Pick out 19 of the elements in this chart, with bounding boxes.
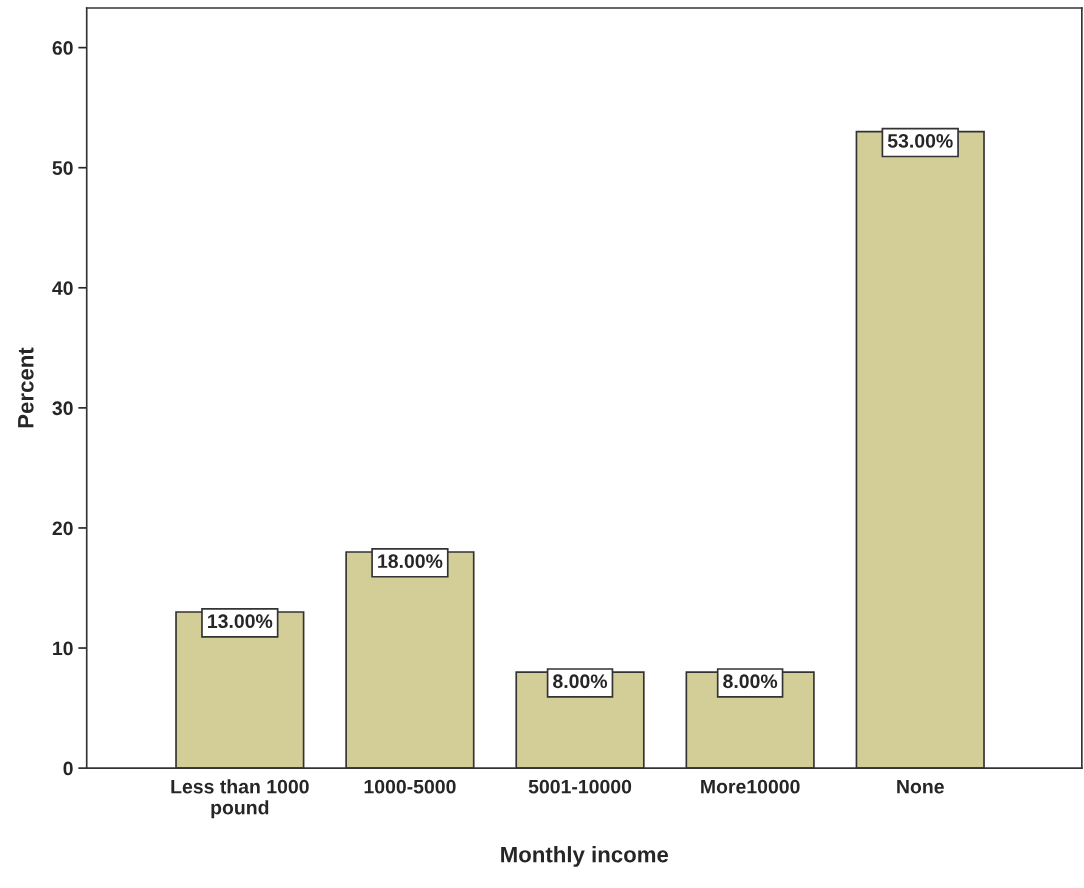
data-label: 53.00% [887, 133, 953, 148]
y-axis-title: Percent [18, 347, 34, 428]
data-label: 18.00% [378, 554, 443, 569]
x-tick-label: Less than 1000 pound [171, 779, 309, 819]
y-tick-label: 10 [53, 641, 73, 656]
y-tick-label: 20 [52, 521, 73, 536]
y-tick-label: 30 [52, 401, 73, 416]
x-tick-label: More10000 [701, 779, 800, 794]
x-tick-label: 1000-5000 [364, 779, 456, 794]
y-tick-label: 50 [52, 161, 73, 175]
x-tick-label: 5001-10000 [528, 779, 632, 794]
y-tick-label: 0 [63, 761, 73, 776]
data-label: 8.00% [553, 674, 608, 689]
y-tick-label: 60 [52, 41, 73, 55]
x-tick-label: None [897, 779, 944, 794]
data-label: 13.00% [208, 614, 273, 629]
data-label: 8.00% [723, 674, 778, 689]
x-axis-title: Monthly income [501, 846, 669, 867]
y-tick-label: 40 [52, 281, 73, 296]
